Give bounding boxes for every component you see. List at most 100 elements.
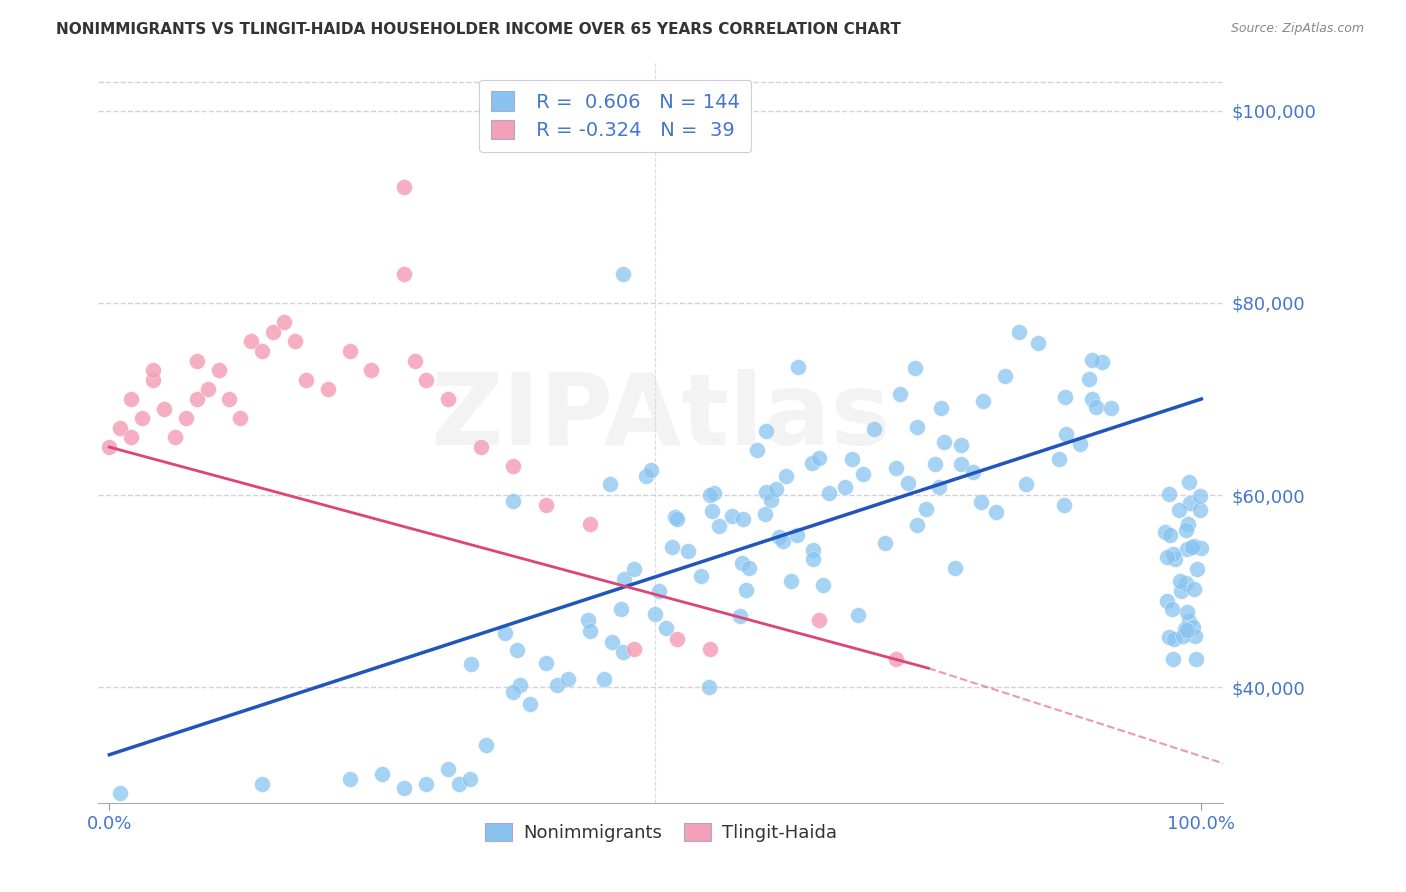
Point <box>437 392 460 406</box>
Point <box>846 607 869 622</box>
Point <box>745 443 768 458</box>
Point <box>765 482 787 496</box>
Point <box>818 486 841 500</box>
Point <box>475 738 498 752</box>
Point <box>494 626 516 640</box>
Point <box>862 422 884 436</box>
Point <box>962 465 984 479</box>
Point <box>808 450 831 465</box>
Point <box>1174 576 1197 591</box>
Point <box>634 469 657 483</box>
Point <box>120 392 142 406</box>
Point <box>1054 426 1077 441</box>
Point <box>284 334 307 349</box>
Point <box>1188 489 1211 503</box>
Point <box>1171 629 1194 643</box>
Point <box>1174 523 1197 537</box>
Point <box>759 492 782 507</box>
Point <box>905 517 928 532</box>
Point <box>661 541 683 555</box>
Point <box>702 504 724 518</box>
Point <box>1161 651 1184 665</box>
Point <box>699 642 721 657</box>
Point <box>609 601 631 615</box>
Point <box>262 325 284 339</box>
Point <box>738 561 761 575</box>
Point <box>1163 632 1185 646</box>
Point <box>1174 623 1197 637</box>
Point <box>1159 528 1181 542</box>
Point <box>915 502 938 516</box>
Point <box>755 424 778 438</box>
Point <box>460 657 482 671</box>
Point <box>502 685 524 699</box>
Point <box>252 343 274 358</box>
Point <box>218 392 240 406</box>
Point <box>720 508 742 523</box>
Point <box>972 394 994 409</box>
Point <box>644 607 666 621</box>
Point <box>415 373 437 387</box>
Point <box>655 621 678 635</box>
Point <box>811 578 834 592</box>
Point <box>534 498 557 512</box>
Point <box>593 672 616 686</box>
Point <box>943 561 966 575</box>
Point <box>1184 630 1206 644</box>
Point <box>801 552 824 566</box>
Point <box>392 781 415 796</box>
Point <box>519 697 541 711</box>
Point <box>1184 651 1206 665</box>
Point <box>1047 451 1070 466</box>
Point <box>755 485 778 500</box>
Point <box>1189 503 1212 517</box>
Point <box>640 463 662 477</box>
Point <box>186 353 208 368</box>
Point <box>110 421 132 435</box>
Point <box>534 656 557 670</box>
Point <box>1178 614 1201 628</box>
Point <box>666 512 689 526</box>
Point <box>735 582 758 597</box>
Point <box>950 457 973 471</box>
Point <box>666 632 689 647</box>
Point <box>1177 541 1199 556</box>
Point <box>1175 605 1198 619</box>
Point <box>458 772 481 786</box>
Point <box>780 574 803 589</box>
Point <box>339 343 361 358</box>
Point <box>970 495 993 509</box>
Point <box>1175 623 1198 637</box>
Point <box>506 642 529 657</box>
Point <box>924 457 946 471</box>
Point <box>1168 503 1191 517</box>
Point <box>932 435 955 450</box>
Point <box>316 382 339 396</box>
Point <box>131 411 153 425</box>
Point <box>1099 401 1122 416</box>
Point <box>986 506 1008 520</box>
Point <box>613 572 636 586</box>
Point <box>1177 517 1199 532</box>
Point <box>295 373 318 387</box>
Point <box>371 767 394 781</box>
Point <box>600 635 623 649</box>
Point <box>502 459 524 474</box>
Point <box>1014 477 1036 491</box>
Point <box>852 467 875 481</box>
Point <box>775 469 797 483</box>
Point <box>884 460 907 475</box>
Point <box>1161 548 1184 562</box>
Point <box>1157 487 1180 501</box>
Point <box>676 544 699 558</box>
Point <box>787 360 810 375</box>
Point <box>98 440 121 454</box>
Point <box>240 334 263 349</box>
Point <box>1081 353 1104 368</box>
Point <box>897 476 920 491</box>
Point <box>576 614 599 628</box>
Point <box>1170 584 1192 599</box>
Point <box>392 180 415 194</box>
Point <box>1091 355 1114 369</box>
Point <box>1052 498 1074 512</box>
